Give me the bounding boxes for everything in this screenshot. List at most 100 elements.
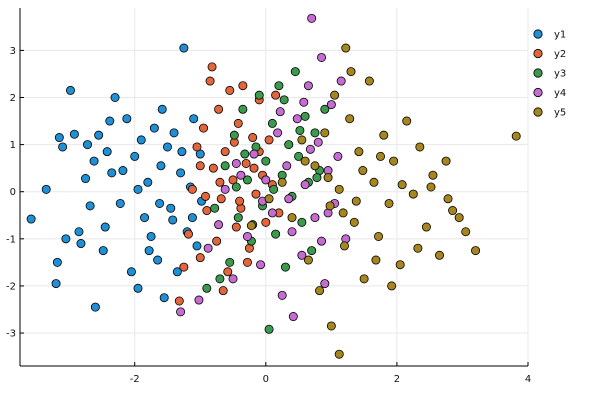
- series-y5-point-36: [326, 321, 336, 331]
- series-y5-point-37: [334, 349, 344, 359]
- series-y1-point-11: [83, 140, 93, 150]
- series-y5-point-47: [300, 156, 310, 166]
- series-y5-point-15: [354, 147, 364, 157]
- plot-ticks: -2 0 2 4 -3 -2 -1 0 1 2 3: [6, 46, 531, 385]
- series-y2-point-27: [261, 217, 271, 227]
- series-y4-point-18: [300, 180, 310, 190]
- series-y1-point-18: [110, 93, 120, 103]
- series-y5-point-40: [371, 255, 381, 265]
- series-y2-point-39: [235, 196, 245, 206]
- series-y1-point-53: [155, 198, 165, 208]
- series-y1-point-34: [166, 203, 176, 213]
- series-y5-point-3: [287, 213, 297, 223]
- series-y5-point-51: [351, 196, 361, 206]
- series-y3-point-1: [210, 203, 220, 213]
- series-y4-point-12: [273, 128, 283, 138]
- series-y4-point-22: [313, 137, 323, 147]
- series-y5-point-38: [341, 43, 351, 53]
- series-y3-point-21: [290, 67, 300, 77]
- series-y4-point-23: [317, 52, 327, 62]
- series-y4-point-19: [303, 81, 313, 91]
- series-y4-point-16: [292, 114, 302, 124]
- series-y1-point-5: [58, 142, 68, 152]
- y-tick-label-1: -2: [6, 281, 16, 292]
- series-y2-point-24: [251, 189, 261, 199]
- series-y5-point-42: [413, 243, 423, 253]
- y-tick-label-2: -1: [6, 234, 16, 245]
- series-y4-point-10: [261, 175, 271, 185]
- series-y1-point-32: [159, 293, 169, 303]
- series-y2-point-30: [271, 90, 281, 100]
- plot-legend: y1 y2 y3 y4 y5: [533, 29, 566, 119]
- series-y1-point-17: [105, 116, 115, 126]
- series-y3-point-4: [229, 130, 239, 140]
- series-y4-point-31: [299, 97, 309, 107]
- series-y5-point-39: [346, 67, 356, 77]
- series-y2-point-10: [212, 236, 222, 246]
- x-tick-label-3: 4: [525, 374, 531, 385]
- plot-grid: [20, 8, 529, 366]
- series-y5-point-8: [320, 128, 330, 138]
- series-y5-point-45: [358, 166, 368, 176]
- series-y5-point-22: [389, 156, 399, 166]
- series-y5-point-13: [345, 114, 355, 124]
- series-y1-point-2: [51, 279, 61, 289]
- series-y5-point-31: [448, 206, 458, 216]
- series-y2-point-12: [216, 194, 226, 204]
- series-y1-point-37: [176, 168, 186, 178]
- series-y4-point-7: [242, 231, 252, 241]
- series-y4-point-14: [282, 161, 292, 171]
- series-y1-point-55: [187, 213, 197, 223]
- legend-item-y5: y5: [533, 107, 566, 119]
- series-y3-point-0: [202, 283, 212, 293]
- legend-marker-y4: [533, 87, 543, 98]
- series-y5-point-27: [421, 222, 431, 232]
- series-y1-point-29: [149, 123, 159, 133]
- legend-label-y2: y2: [554, 49, 566, 60]
- series-y4-point-24: [320, 279, 330, 289]
- y-tick-label-4: 1: [10, 140, 16, 151]
- series-y1-point-8: [69, 129, 79, 139]
- series-y4-point-33: [275, 107, 285, 117]
- series-y1-point-1: [41, 184, 51, 194]
- series-y5-point-19: [374, 231, 384, 241]
- series-y5-point-9: [325, 201, 335, 211]
- legend-label-y4: y4: [554, 88, 566, 99]
- series-y1-point-35: [169, 128, 179, 138]
- series-y3-point-24: [300, 111, 310, 121]
- series-y2-point-7: [202, 206, 212, 216]
- series-y1-point-6: [61, 234, 71, 244]
- series-y5-point-24: [402, 116, 412, 126]
- series-y5-point-26: [415, 142, 425, 152]
- series-y5-point-1: [264, 194, 274, 204]
- series-y5-point-25: [408, 189, 418, 199]
- series-y5-point-6: [310, 161, 320, 171]
- series-y1-point-42: [192, 241, 202, 251]
- series-y5-point-12: [339, 241, 349, 251]
- y-tick-label-5: 2: [10, 93, 16, 104]
- series-y5-point-23: [395, 260, 405, 270]
- series-y1-point-0: [26, 214, 36, 224]
- series-y2-point-15: [225, 85, 235, 95]
- series-y5-point-21: [384, 198, 394, 208]
- series-y2-point-38: [215, 177, 225, 187]
- series-y2-point-9: [208, 163, 218, 173]
- y-tick-label-0: -3: [6, 329, 16, 340]
- series-y3-point-15: [271, 229, 281, 239]
- series-y4-point-2: [203, 243, 213, 253]
- series-y3-point-18: [280, 262, 290, 272]
- legend-item-y4: y4: [533, 87, 566, 99]
- series-y5-point-32: [454, 213, 464, 223]
- series-y1-point-3: [52, 257, 62, 267]
- series-y1-point-49: [168, 215, 178, 225]
- series-y5-point-5: [303, 255, 313, 265]
- series-y4-point-38: [305, 144, 315, 154]
- series-y1-point-50: [74, 227, 84, 237]
- x-tick-label-2: 2: [394, 374, 400, 385]
- series-y5-point-2: [277, 177, 287, 187]
- series-y4-point-26: [326, 100, 336, 110]
- series-y2-point-3: [187, 184, 197, 194]
- series-y1-point-23: [130, 151, 140, 161]
- series-y5-point-7: [315, 286, 325, 296]
